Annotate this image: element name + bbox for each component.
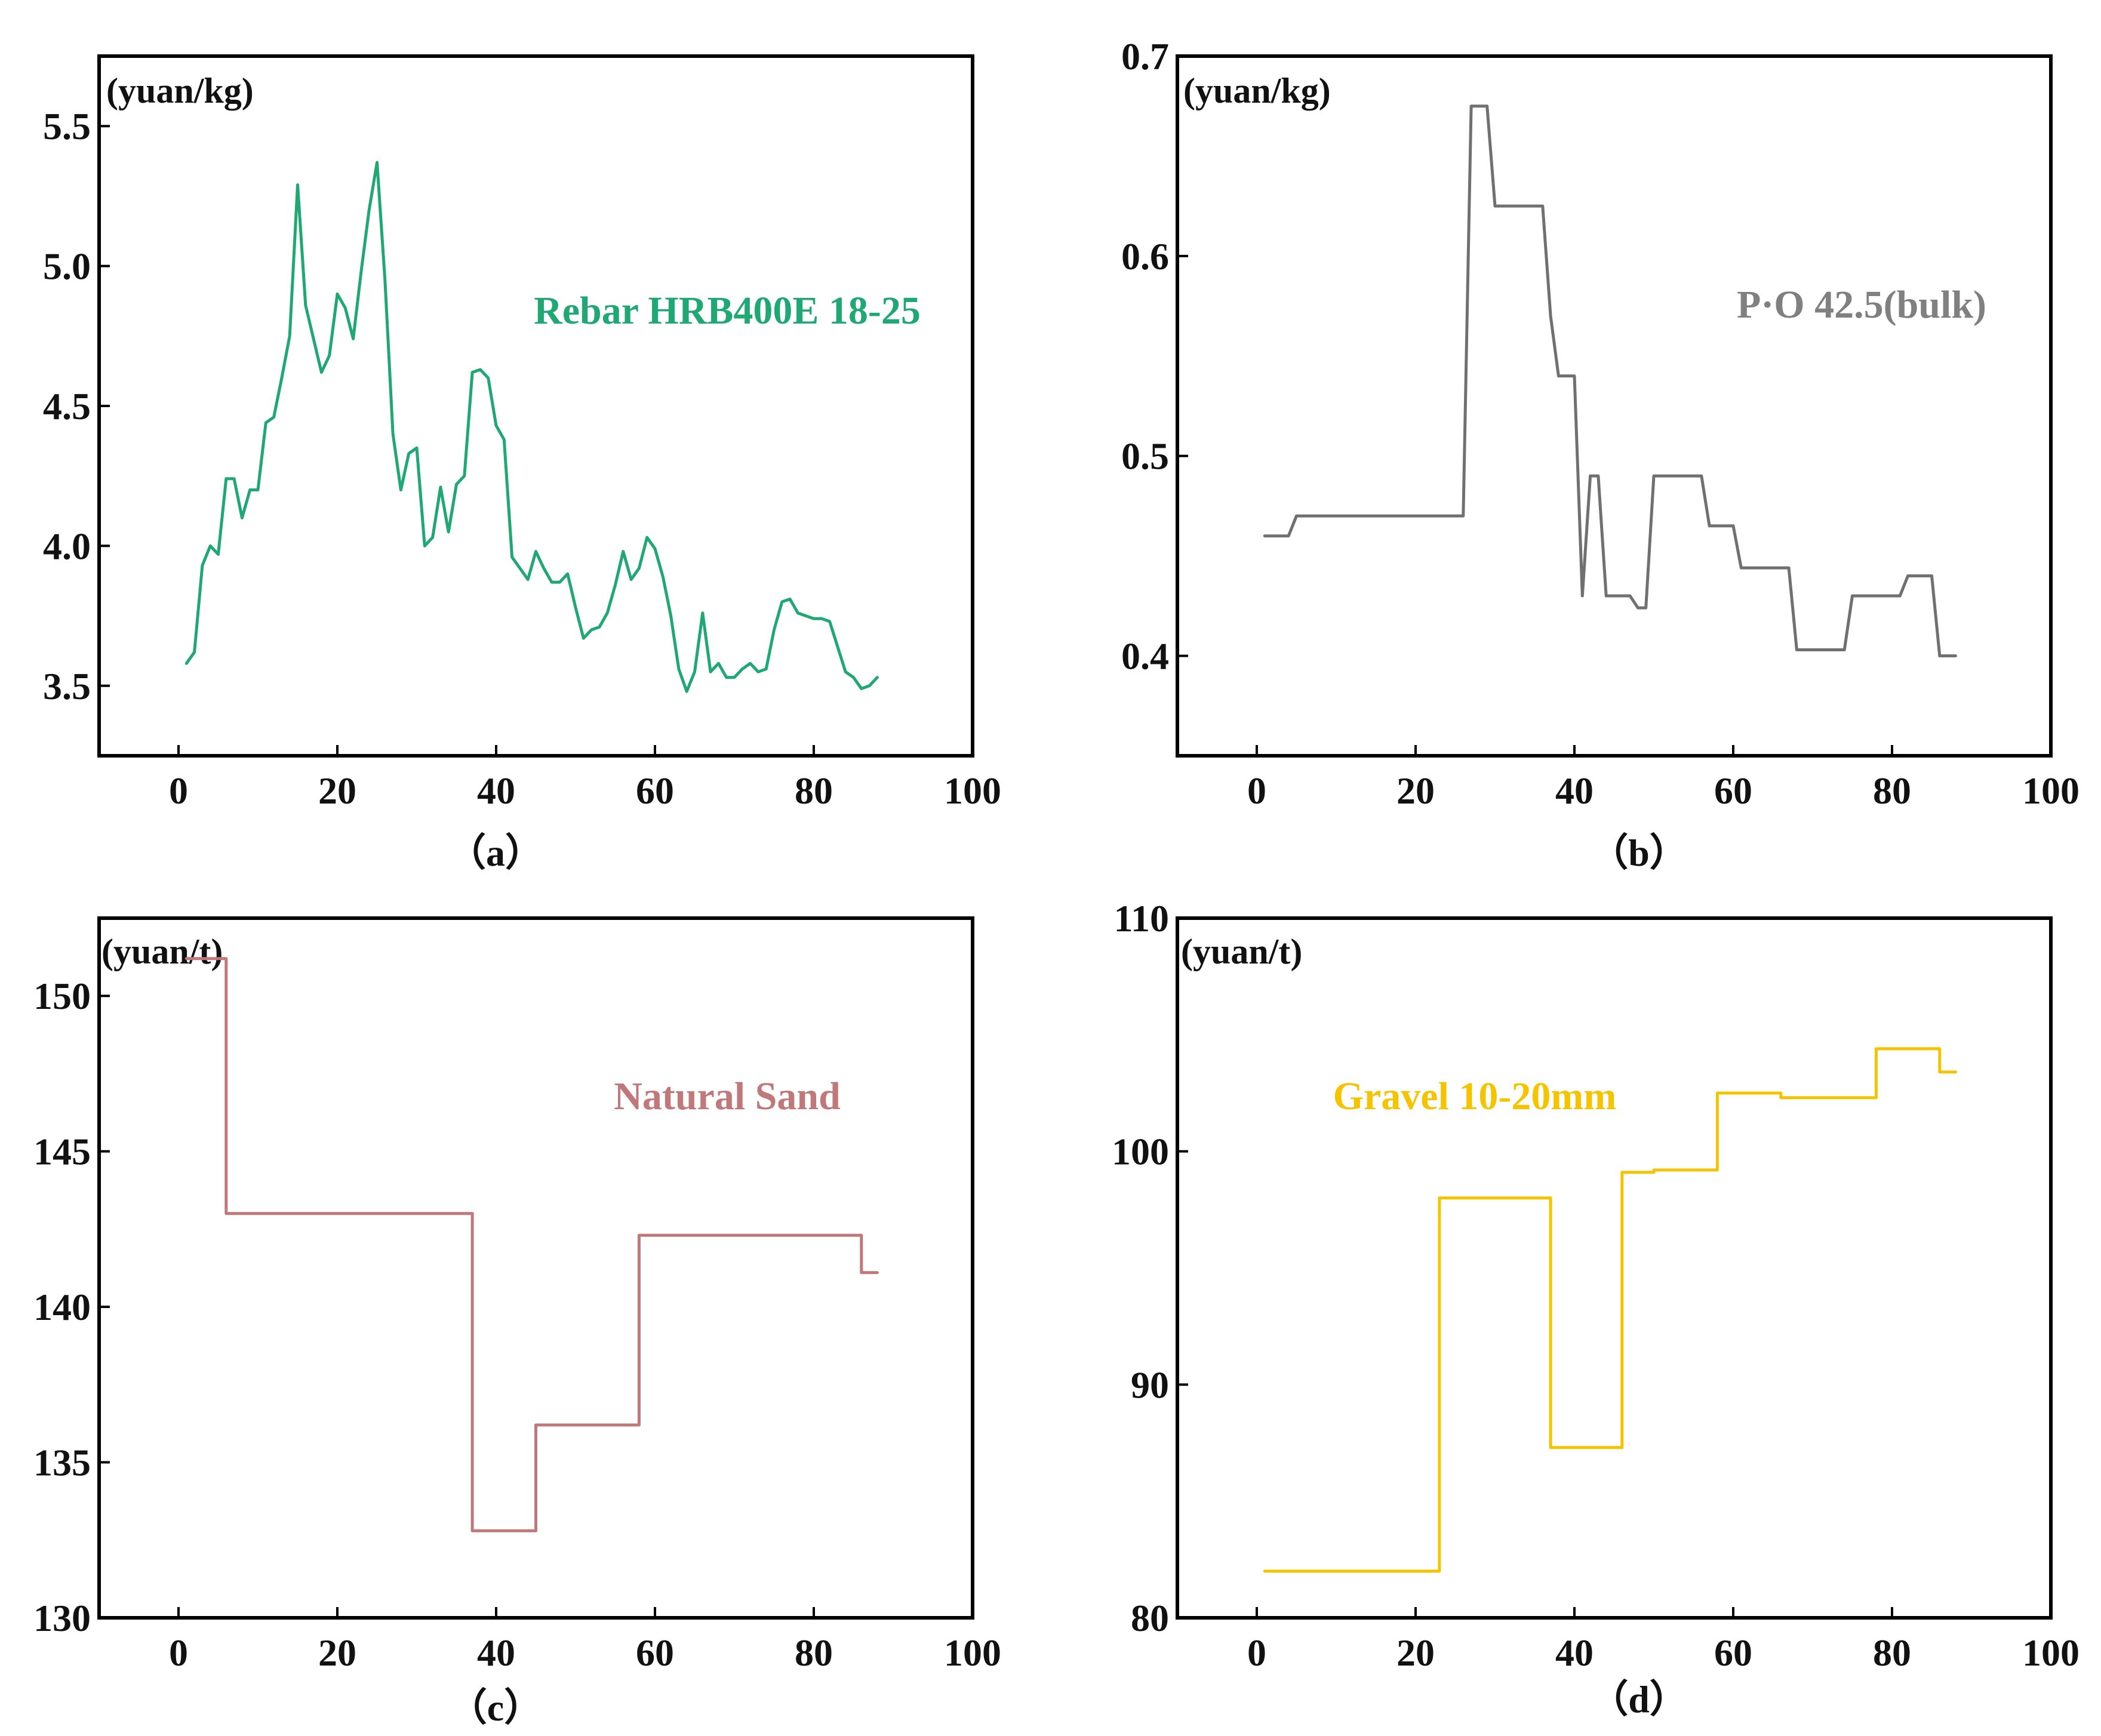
panel-d: 0 20 40 60 80 100 80 90 100 110 (yuan/t) Gravel 1… — [1112, 897, 2080, 1720]
plot-frame — [1176, 54, 2053, 758]
y-tick-label: 4.5 — [43, 385, 91, 427]
y-tick-label: 110 — [1114, 897, 1169, 940]
x-tick-label: 100 — [944, 769, 1001, 812]
x-tick-label: 0 — [1247, 769, 1266, 812]
panel-label: （c） — [449, 1686, 542, 1729]
x-tick-label: 100 — [944, 1632, 1001, 1674]
y-unit-label: (yuan/kg) — [1183, 71, 1331, 110]
x-tick-label: 100 — [2022, 769, 2080, 812]
x-tick-label: 40 — [1555, 769, 1594, 812]
axis-ticks: 0 20 40 60 80 100 130 135 140 145 150 — [33, 975, 1001, 1674]
x-tick-label: 20 — [1396, 1632, 1435, 1674]
x-tick-label: 20 — [318, 769, 356, 812]
x-tick-label: 40 — [477, 1632, 515, 1674]
data-line — [184, 161, 879, 693]
y-tick-label: 0.4 — [1121, 635, 1169, 678]
panel-label: （b） — [1590, 832, 1688, 874]
y-tick-label: 135 — [33, 1442, 91, 1484]
y-tick-label: 145 — [33, 1131, 91, 1173]
data-line — [1263, 104, 1957, 658]
x-tick-label: 0 — [169, 769, 188, 812]
x-tick-label: 80 — [1873, 1632, 1911, 1674]
y-tick-label: 0.6 — [1121, 235, 1169, 278]
x-tick-label: 60 — [1714, 769, 1752, 812]
x-tick-label: 100 — [2022, 1632, 2080, 1674]
x-tick-label: 40 — [1555, 1632, 1594, 1674]
y-tick-label: 130 — [33, 1597, 91, 1639]
axis-ticks: 0 20 40 60 80 100 0.4 0.5 0.6 0.7 — [1121, 35, 2080, 812]
y-tick-label: 4.0 — [43, 525, 91, 567]
x-tick-label: 0 — [1247, 1632, 1266, 1674]
y-tick-label: 80 — [1131, 1597, 1169, 1639]
y-unit-label: (yuan/t) — [101, 932, 223, 971]
y-unit-label: (yuan/t) — [1181, 932, 1302, 971]
x-tick-label: 60 — [636, 769, 674, 812]
x-tick-label: 20 — [318, 1632, 356, 1674]
plot-frame — [97, 916, 974, 1620]
x-tick-label: 20 — [1396, 769, 1435, 812]
x-tick-label: 40 — [477, 769, 515, 812]
series-label: Rebar HRB400E 18-25 — [534, 289, 921, 333]
x-tick-label: 80 — [1873, 769, 1911, 812]
y-tick-label: 0.5 — [1121, 435, 1169, 478]
panel-c: 0 20 40 60 80 100 130 135 140 145 150 (yuan/t) Nat… — [33, 916, 1001, 1729]
x-tick-label: 60 — [1714, 1632, 1752, 1674]
x-tick-label: 80 — [795, 1632, 833, 1674]
x-tick-label: 80 — [795, 769, 833, 812]
series-label: P·O 42.5(bulk) — [1737, 283, 1986, 327]
y-tick-label: 0.7 — [1121, 35, 1169, 78]
y-tick-label: 100 — [1112, 1131, 1169, 1173]
data-line — [1263, 1047, 1957, 1573]
y-tick-label: 90 — [1131, 1363, 1169, 1406]
y-tick-label: 3.5 — [43, 665, 91, 707]
y-tick-label: 150 — [33, 975, 91, 1017]
plot-frame — [1176, 916, 2053, 1620]
plot-frame — [97, 54, 974, 758]
panel-label: （d） — [1590, 1678, 1688, 1720]
panel-a: 0 20 40 60 80 100 3.5 4.0 4.5 5.0 5.5 (yuan/kg) Re… — [43, 54, 1001, 874]
data-line — [184, 957, 879, 1532]
x-tick-label: 0 — [169, 1632, 188, 1674]
y-tick-label: 5.0 — [43, 245, 91, 288]
panel-label: （a） — [448, 832, 543, 874]
y-tick-label: 5.5 — [43, 105, 91, 147]
series-label: Natural Sand — [614, 1075, 841, 1118]
axis-ticks: 0 20 40 60 80 100 80 90 100 110 — [1112, 897, 2080, 1674]
y-tick-label: 140 — [33, 1286, 91, 1328]
axis-ticks: 0 20 40 60 80 100 3.5 4.0 4.5 5.0 5.5 — [43, 105, 1001, 812]
series-label: Gravel 10-20mm — [1333, 1075, 1617, 1118]
panel-b: 0 20 40 60 80 100 0.4 0.5 0.6 0.7 (yuan/kg) P·O 4… — [1121, 35, 2080, 874]
y-unit-label: (yuan/kg) — [106, 71, 254, 110]
x-tick-label: 60 — [636, 1632, 674, 1674]
